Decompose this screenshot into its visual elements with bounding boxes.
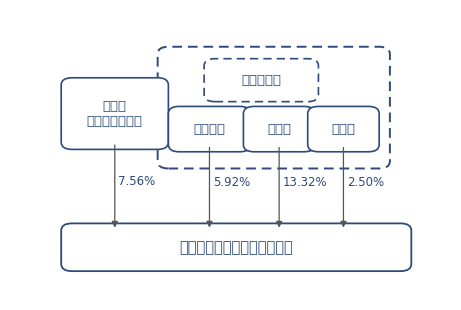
FancyBboxPatch shape — [61, 224, 411, 271]
Text: 2.50%: 2.50% — [347, 176, 384, 189]
Text: 杨小奇
（实际控制人）: 杨小奇 （实际控制人） — [87, 100, 143, 128]
Text: 5.92%: 5.92% — [213, 176, 250, 189]
Text: 上海富瀚微电子股份有限公司: 上海富瀚微电子股份有限公司 — [179, 240, 293, 255]
FancyBboxPatch shape — [308, 106, 379, 152]
Text: 13.32%: 13.32% — [283, 176, 327, 189]
FancyBboxPatch shape — [204, 59, 319, 102]
FancyBboxPatch shape — [168, 106, 251, 152]
Text: 陈春梅: 陈春梅 — [267, 122, 291, 135]
Text: 龚传军: 龚传军 — [331, 122, 355, 135]
FancyBboxPatch shape — [243, 106, 315, 152]
Text: 杰智控股: 杰智控股 — [194, 122, 225, 135]
Text: 7.56%: 7.56% — [118, 175, 156, 188]
FancyBboxPatch shape — [61, 78, 168, 149]
Text: 一致行动人: 一致行动人 — [241, 74, 281, 87]
